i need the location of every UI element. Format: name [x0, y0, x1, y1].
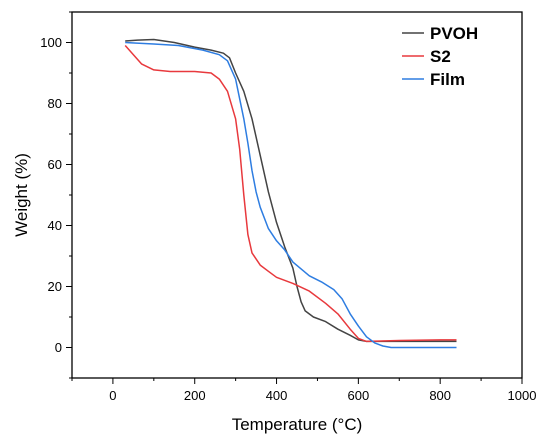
y-tick-label: 0 [55, 340, 62, 355]
x-tick-label: 600 [348, 388, 370, 403]
legend-label: S2 [430, 47, 451, 66]
x-tick-label: 1000 [508, 388, 537, 403]
y-axis-title: Weight (%) [12, 153, 31, 237]
legend: PVOH S2 Film [402, 24, 478, 89]
x-axis-ticks: 0 200 400 600 800 1000 [71, 378, 537, 403]
plot-frame [71, 11, 523, 379]
series-line-film [125, 41, 457, 349]
x-tick-label: 800 [429, 388, 451, 403]
y-tick-label: 40 [48, 218, 62, 233]
x-tick-label: 0 [109, 388, 116, 403]
y-tick-label: 100 [40, 35, 62, 50]
y-axis-ticks: 0 20 40 60 80 100 [40, 11, 72, 379]
x-tick-label: 400 [266, 388, 288, 403]
y-tick-label: 60 [48, 157, 62, 172]
data-series [124, 38, 457, 349]
legend-label: Film [430, 70, 465, 89]
series-line-s2 [124, 45, 457, 343]
x-tick-label: 200 [184, 388, 206, 403]
y-tick-label: 80 [48, 96, 62, 111]
series-line-pvoh [125, 38, 457, 343]
legend-label: PVOH [430, 24, 478, 43]
y-tick-label: 20 [48, 279, 62, 294]
x-axis-title: Temperature (°C) [232, 415, 363, 434]
